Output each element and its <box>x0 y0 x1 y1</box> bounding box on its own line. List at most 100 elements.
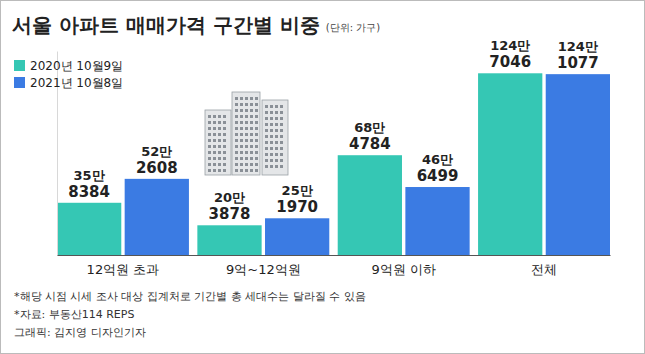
window <box>265 147 268 150</box>
data-label: 68만4784 <box>349 120 391 153</box>
window <box>270 117 273 120</box>
note: *자료: 부동산114 REPS <box>14 308 134 321</box>
window <box>213 133 216 136</box>
window <box>250 145 253 148</box>
window <box>265 135 268 138</box>
window <box>255 97 258 100</box>
data-label-line: 4784 <box>349 135 391 153</box>
data-label: 46만6499 <box>417 152 459 185</box>
window <box>275 123 278 126</box>
window <box>240 115 243 118</box>
bar <box>265 218 329 255</box>
window <box>240 103 243 106</box>
title: 서울 아파트 매매가격 구간별 비중 <box>12 13 320 37</box>
window <box>275 117 278 120</box>
window <box>245 169 248 172</box>
window <box>265 105 268 108</box>
window <box>235 163 238 166</box>
building <box>232 92 260 175</box>
window <box>245 121 248 124</box>
window <box>240 157 243 160</box>
window <box>270 159 273 162</box>
legend-label: 2021년 10월8일 <box>30 76 123 90</box>
window <box>280 135 283 138</box>
window <box>208 169 211 172</box>
window <box>235 115 238 118</box>
window <box>265 159 268 162</box>
window <box>245 115 248 118</box>
window <box>280 129 283 132</box>
window <box>245 133 248 136</box>
window <box>223 145 226 148</box>
window <box>255 145 258 148</box>
legend-swatch <box>14 77 25 88</box>
window <box>223 133 226 136</box>
window <box>275 111 278 114</box>
window <box>223 163 226 166</box>
window <box>218 127 221 130</box>
window <box>213 163 216 166</box>
data-label-line: 25만 <box>282 183 313 198</box>
window <box>218 169 221 172</box>
data-label-line: 52만 <box>141 144 172 159</box>
window <box>280 141 283 144</box>
x-axis: 12억원 초과9억~12억원9억원 이하전체 <box>58 255 611 277</box>
data-label-line: 8384 <box>68 183 110 201</box>
window <box>223 151 226 154</box>
bar <box>197 225 261 255</box>
window <box>208 115 211 118</box>
legend-swatch <box>14 60 25 71</box>
window <box>265 111 268 114</box>
window <box>240 139 243 142</box>
window <box>240 109 243 112</box>
window <box>270 147 273 150</box>
data-label: 124만7046 <box>489 38 531 71</box>
chart: 서울 아파트 매매가격 구간별 비중(단위: 가구)35만838420만3878… <box>0 0 645 354</box>
window <box>223 115 226 118</box>
window <box>255 133 258 136</box>
window <box>235 97 238 100</box>
x-tick-label: 전체 <box>531 262 557 277</box>
data-label-line: 2608 <box>136 159 178 177</box>
window <box>250 109 253 112</box>
window <box>240 145 243 148</box>
data-label: 20만3878 <box>209 190 251 223</box>
window <box>213 115 216 118</box>
window <box>245 151 248 154</box>
window <box>213 145 216 148</box>
window <box>245 109 248 112</box>
data-label-line: 124만 <box>558 39 598 54</box>
window <box>270 135 273 138</box>
frame <box>1 1 645 354</box>
window <box>280 111 283 114</box>
window <box>250 151 253 154</box>
window <box>208 121 211 124</box>
window <box>235 103 238 106</box>
bars <box>57 73 610 255</box>
window <box>223 127 226 130</box>
window <box>240 127 243 130</box>
building <box>205 110 231 175</box>
window <box>235 145 238 148</box>
window <box>235 169 238 172</box>
window <box>245 139 248 142</box>
bar <box>125 179 189 255</box>
window <box>245 145 248 148</box>
legend-label: 2020년 10월9일 <box>30 59 123 73</box>
window <box>270 123 273 126</box>
window <box>265 165 268 168</box>
window <box>255 151 258 154</box>
window <box>245 103 248 106</box>
window <box>270 165 273 168</box>
window <box>213 157 216 160</box>
window <box>235 121 238 124</box>
window <box>250 133 253 136</box>
window <box>218 121 221 124</box>
data-label: 124만1077 <box>557 39 599 72</box>
note: *해당 시점 시세 조사 대상 집계처로 기간별 총 세대수는 달라질 수 있음 <box>14 290 366 303</box>
window <box>255 103 258 106</box>
window <box>275 153 278 156</box>
bar <box>338 155 402 255</box>
window <box>255 115 258 118</box>
building <box>262 100 288 175</box>
